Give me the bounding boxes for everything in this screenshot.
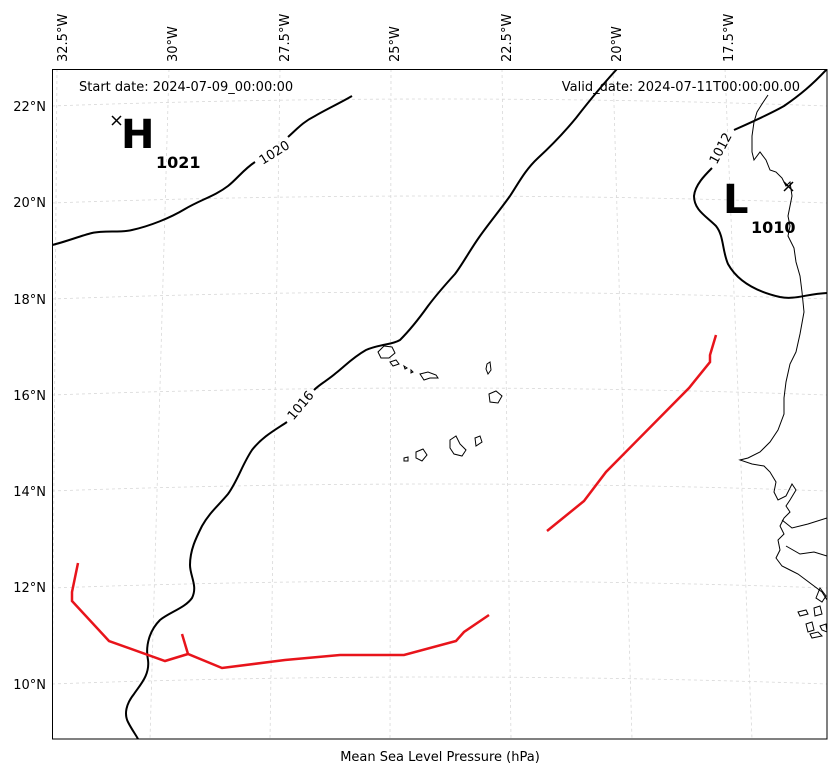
lon-tick-label: 32.5°W <box>56 14 71 62</box>
island <box>419 371 439 381</box>
lat-tick-label: 12°N <box>13 581 46 596</box>
start-date-label: Start date: 2024-07-09_00:00:00 <box>79 80 293 95</box>
high-value: 1021 <box>156 153 201 172</box>
lat-tick-label: 22°N <box>13 100 46 115</box>
trough-lines <box>70 334 718 670</box>
isobar-label: 1016 <box>285 388 318 423</box>
latitude-ticks: 22°N 20°N 18°N 16°N 14°N 12°N 10°N <box>13 100 46 693</box>
island <box>488 390 503 404</box>
coastline-africa <box>738 94 827 603</box>
lon-tick-label: 17.5°W <box>722 14 737 62</box>
island <box>813 605 823 617</box>
island <box>819 623 827 633</box>
high-pressure-center: H 1021 <box>111 112 201 172</box>
center-cross-icon <box>111 115 122 126</box>
lon-tick-label: 22.5°W <box>500 14 515 62</box>
low-pressure-center: L 1010 <box>723 177 796 237</box>
trough-line <box>180 633 190 655</box>
island <box>797 609 809 617</box>
longitude-ticks: 32.5°W 30°W 27.5°W 25°W 22.5°W 20°W 17.5… <box>56 14 737 62</box>
lon-tick-label: 20°W <box>610 26 625 62</box>
island <box>377 345 396 359</box>
island <box>403 456 409 462</box>
center-cross-icon <box>783 181 794 192</box>
trough-line <box>546 334 718 532</box>
low-value: 1010 <box>751 218 796 237</box>
lon-tick-label: 30°W <box>166 26 181 62</box>
lon-tick-label: 27.5°W <box>278 14 293 62</box>
island <box>474 435 483 447</box>
island <box>415 448 428 462</box>
high-letter: H <box>121 112 154 158</box>
island <box>403 364 408 370</box>
isobar-1012 <box>692 69 827 299</box>
gridlines <box>52 69 827 739</box>
island <box>389 359 400 367</box>
island <box>485 361 492 376</box>
island <box>449 435 467 457</box>
map-xlabel: Mean Sea Level Pressure (hPa) <box>340 750 540 765</box>
valid-date-label: Valid_date: 2024-07-11T00:00:00.00 <box>562 80 800 95</box>
lat-tick-label: 10°N <box>13 678 46 693</box>
map-plot-area: 1020 1016 1012 H 1021 L 1010 Start date:… <box>52 69 827 739</box>
lat-tick-label: 14°N <box>13 485 46 500</box>
lat-tick-label: 16°N <box>13 389 46 404</box>
islands <box>377 345 827 639</box>
island <box>809 631 824 639</box>
lat-tick-label: 20°N <box>13 196 46 211</box>
lon-tick-label: 25°W <box>388 26 403 62</box>
isobar-1016 <box>125 69 618 739</box>
map-frame <box>52 69 828 740</box>
island <box>410 368 414 374</box>
island <box>805 621 815 633</box>
lat-tick-label: 18°N <box>13 293 46 308</box>
low-letter: L <box>723 177 749 223</box>
isobar-label: 1020 <box>257 138 293 168</box>
isobar-1020 <box>52 95 353 246</box>
isobar-label: 1012 <box>707 131 736 167</box>
trough-line <box>70 562 490 670</box>
